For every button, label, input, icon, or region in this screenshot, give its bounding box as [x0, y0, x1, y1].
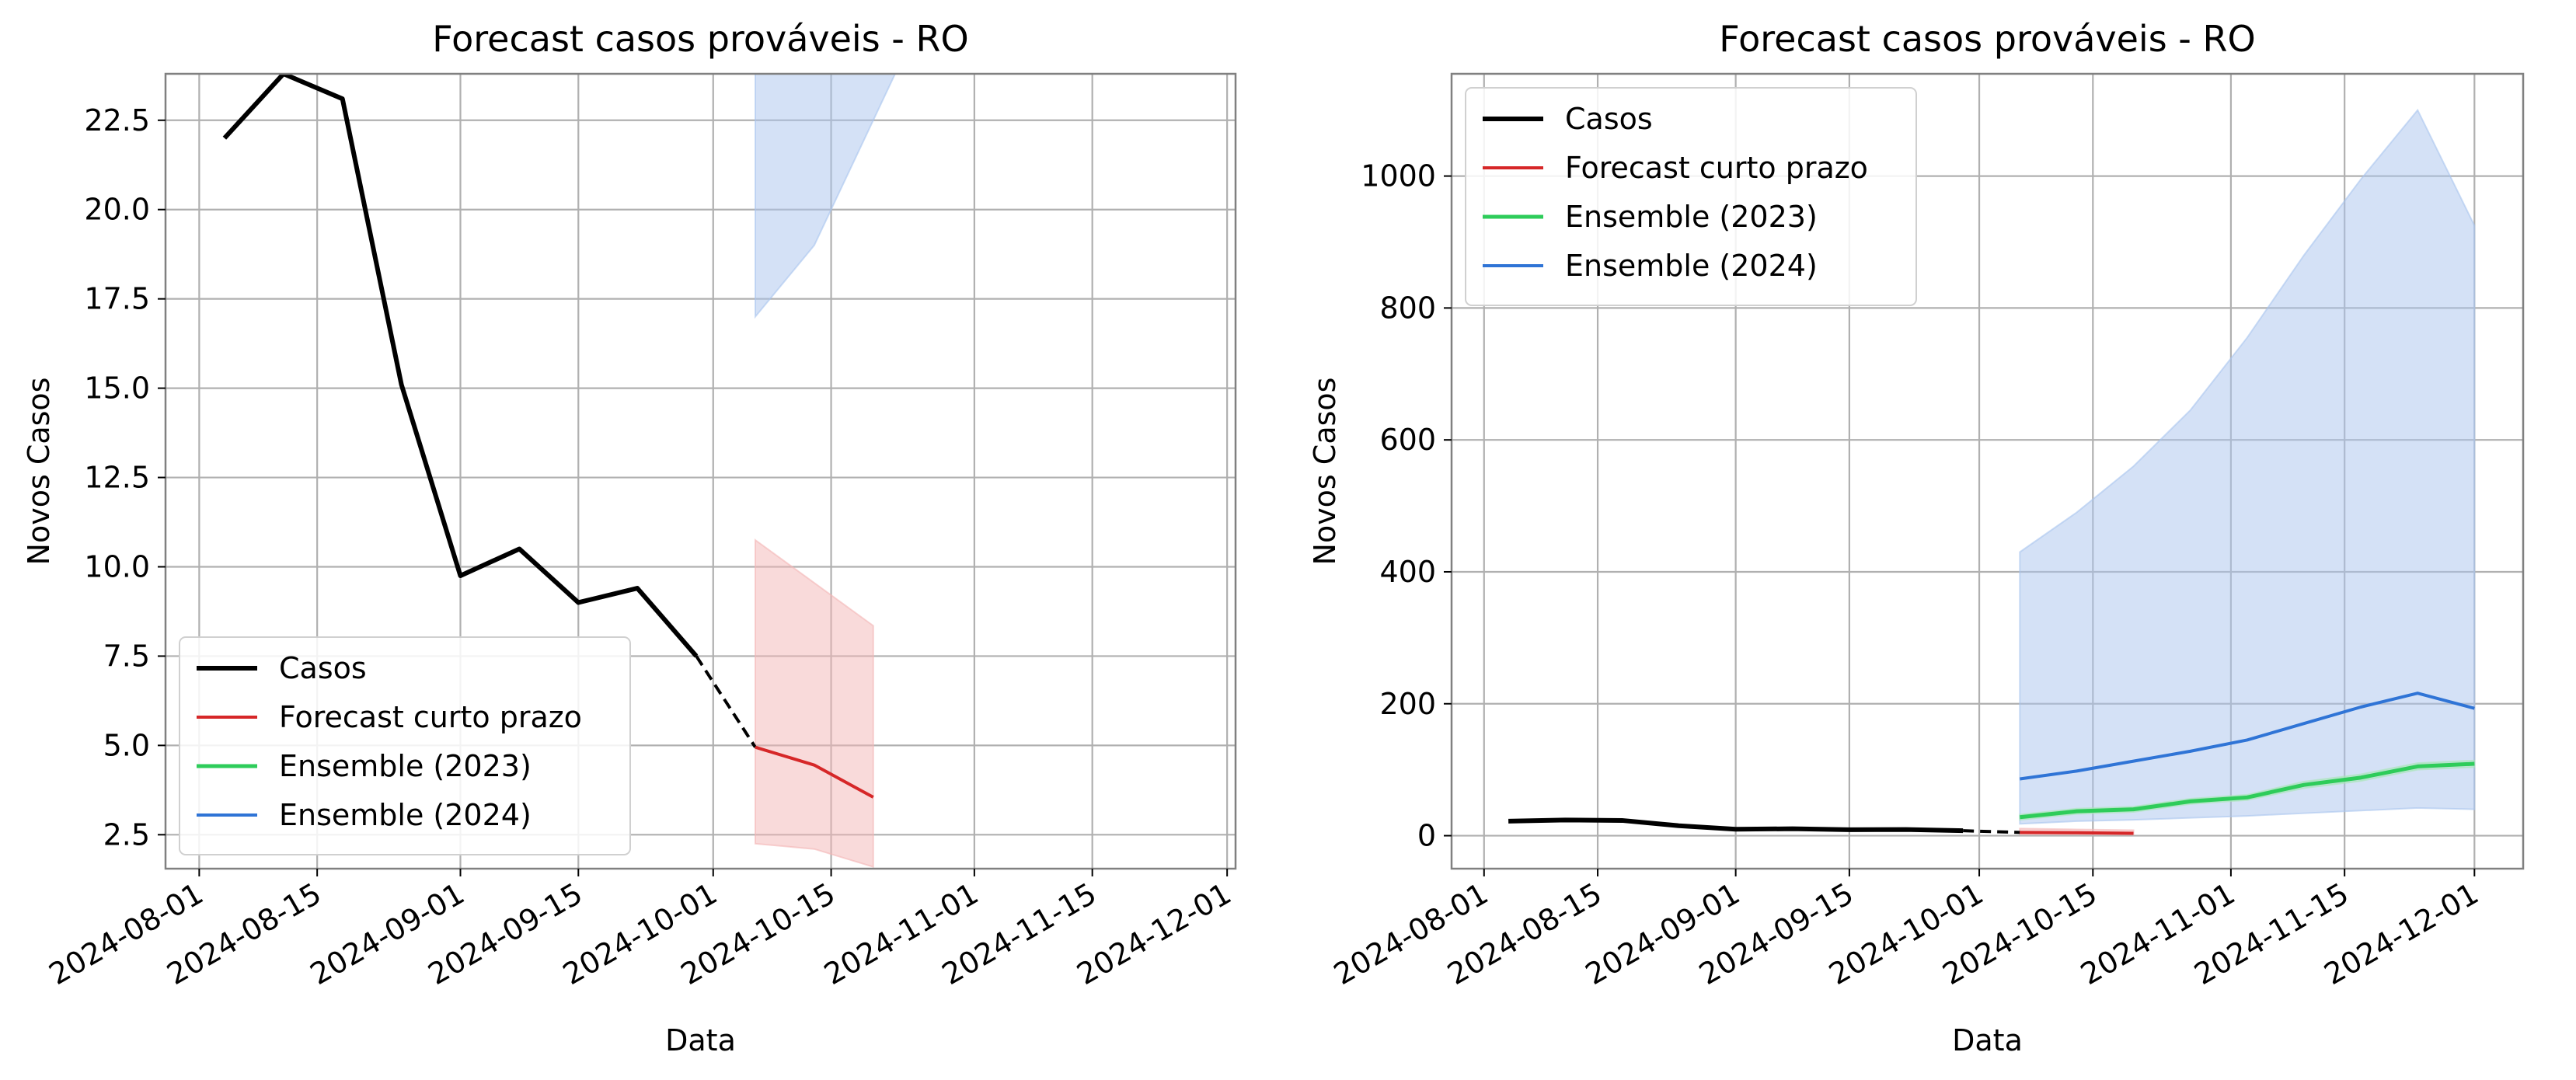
y-tick-label: 2.5 [103, 817, 150, 852]
confidence-band [754, 538, 874, 869]
confidence-band [754, 74, 897, 319]
confidence-band [2019, 108, 2476, 825]
legend-item: Casos [197, 651, 367, 685]
legend: Casos Forecast curto prazo Ensemble (2023)… [179, 636, 631, 855]
legend-label: Casos [279, 651, 367, 685]
series-line [755, 745, 874, 799]
y-tick-label: 22.5 [84, 103, 150, 138]
legend-item: Forecast curto prazo [1483, 151, 1868, 185]
y-tick-label: 400 [1379, 555, 1436, 589]
y-tick-label: 0 [1417, 819, 1436, 853]
legend-item: Ensemble (2023) [1483, 200, 1818, 234]
legend-label: Ensemble (2024) [279, 798, 532, 832]
legend-item: Ensemble (2023) [197, 749, 532, 783]
chart-title: Forecast casos prováveis - RO [1719, 18, 2255, 60]
series-line [1508, 817, 1964, 834]
x-axis-label: Data [665, 1023, 736, 1057]
chart-title: Forecast casos prováveis - RO [432, 18, 968, 60]
ticks: 2024-08-012024-08-152024-09-012024-09-15… [44, 103, 1237, 991]
plot-area [1508, 108, 2476, 836]
legend-label: Ensemble (2023) [1565, 200, 1818, 234]
legend-label: Casos [1565, 102, 1653, 136]
y-axis-label: Novos Casos [22, 378, 56, 566]
series-line [695, 655, 757, 748]
x-axis-label: Data [1952, 1023, 2023, 1057]
y-tick-label: 800 [1379, 291, 1436, 325]
axes-frame [1450, 72, 2525, 870]
y-tick-label: 17.5 [84, 282, 150, 316]
legend-box [1465, 87, 1917, 306]
legend: Casos Forecast curto prazo Ensemble (2023)… [1465, 87, 1917, 306]
series-line [2020, 761, 2475, 820]
y-tick-label: 15.0 [84, 371, 150, 406]
series-line [1963, 829, 2020, 834]
y-tick-label: 7.5 [103, 639, 150, 673]
plot-area [222, 74, 897, 869]
x-tick-label: 2024-12-01 [1071, 876, 1236, 992]
chart-right: 2024-08-012024-08-152024-09-012024-09-15… [1308, 18, 2525, 1057]
axes-frame [164, 72, 1237, 870]
legend-item: Casos [1483, 102, 1653, 136]
y-tick-label: 12.5 [84, 461, 150, 495]
y-tick-label: 20.0 [84, 193, 150, 227]
legend-label: Ensemble (2024) [1565, 249, 1818, 283]
legend-label: Forecast curto prazo [1565, 151, 1868, 185]
y-axis-label: Novos Casos [1308, 378, 1342, 566]
series-line [2020, 831, 2134, 835]
legend-item: Forecast curto prazo [197, 700, 582, 734]
legend-label: Forecast curto prazo [279, 700, 582, 734]
confidence-band [2019, 759, 2476, 821]
series-line [222, 74, 699, 658]
y-tick-label: 10.0 [84, 549, 150, 584]
y-tick-label: 5.0 [103, 728, 150, 762]
legend-item: Ensemble (2024) [1483, 249, 1818, 283]
y-tick-label: 600 [1379, 423, 1436, 457]
legend-box [179, 636, 631, 855]
legend-item: Ensemble (2024) [197, 798, 532, 832]
y-tick-label: 200 [1379, 687, 1436, 721]
legend-label: Ensemble (2023) [279, 749, 532, 783]
chart-left: 2024-08-012024-08-152024-09-012024-09-15… [22, 18, 1237, 1057]
series-line [2020, 692, 2475, 781]
y-tick-label: 1000 [1361, 159, 1436, 193]
